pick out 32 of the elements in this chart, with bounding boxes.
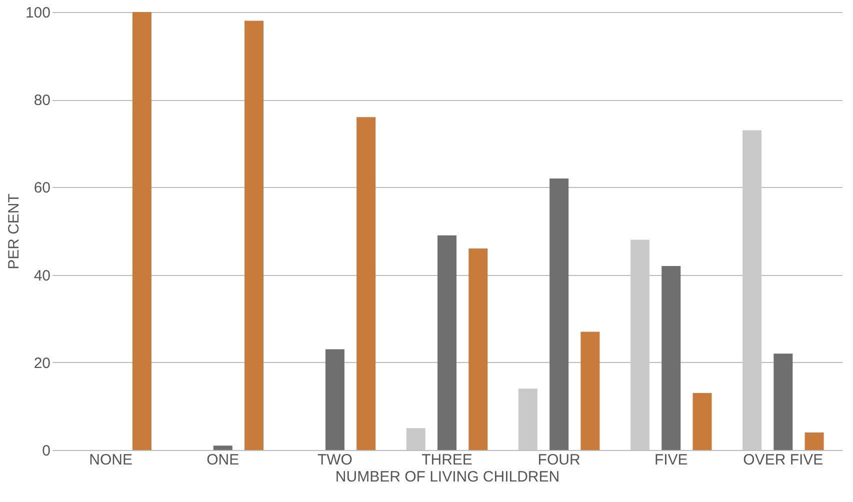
y-axis-title: PER CENT xyxy=(5,194,22,270)
bar xyxy=(662,266,681,450)
bar xyxy=(406,428,426,450)
bar xyxy=(742,130,762,450)
y-tick-label: 100 xyxy=(25,4,50,22)
bar xyxy=(468,248,488,450)
bar xyxy=(630,240,650,450)
bar xyxy=(774,354,793,450)
bar xyxy=(550,178,569,450)
bar xyxy=(804,432,824,450)
bar xyxy=(518,388,538,450)
bar xyxy=(580,332,600,450)
x-axis-title: NUMBER OF LIVING CHILDREN xyxy=(335,468,560,486)
bar xyxy=(213,446,232,450)
y-tick-label: 0 xyxy=(42,442,50,460)
bar xyxy=(244,20,264,450)
bar xyxy=(438,235,456,450)
bar xyxy=(692,393,712,450)
bar xyxy=(356,117,376,450)
bar xyxy=(325,349,344,450)
y-tick-label: 60 xyxy=(34,180,50,197)
x-tick-label: ONE xyxy=(206,452,240,468)
y-tick-label: 20 xyxy=(34,354,50,372)
x-tick-label: NONE xyxy=(89,452,132,468)
x-tick-label: THREE xyxy=(422,452,472,468)
y-tick-label: 40 xyxy=(34,267,50,284)
x-tick-label: FOUR xyxy=(538,452,580,468)
x-tick-label: FIVE xyxy=(654,452,688,468)
x-tick-label: OVER FIVE xyxy=(743,452,824,468)
bar xyxy=(132,12,152,450)
y-tick-label: 80 xyxy=(34,92,50,110)
x-tick-label: TWO xyxy=(317,452,352,468)
